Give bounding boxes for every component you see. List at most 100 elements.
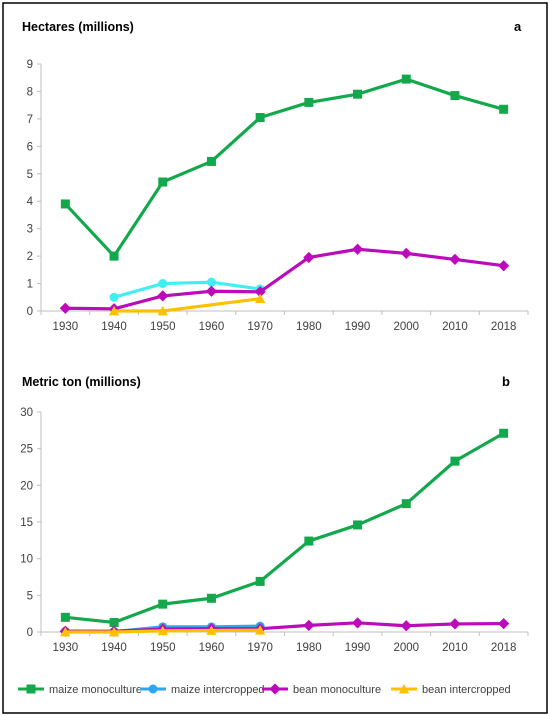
panel-b-y-tick-label: 10 [20, 554, 33, 566]
panel-a-point-maize-monoculture [206, 156, 216, 166]
panel-b-point-maize-monoculture [206, 593, 216, 603]
panel-b-y-tick-label: 20 [20, 480, 33, 492]
panel-a-point-maize-monoculture [255, 113, 265, 123]
panel-a-x-tick-label: 2018 [491, 321, 517, 333]
panel-b-point-maize-monoculture [60, 612, 70, 622]
panel-b-x-tick-label: 1970 [247, 642, 273, 654]
panel-a-y-tick-label: 6 [27, 141, 33, 153]
panel-b-point-bean-monoculture [303, 619, 315, 632]
panel-b-x-tick-label: 1950 [150, 642, 176, 654]
panel-a-y-tick-label: 1 [27, 279, 33, 291]
panel-b-y-tick-label: 15 [20, 517, 33, 529]
panel-b-plot: 0 5 10 15 20 25 30 1930 1940 1950 1960 1970 1980 1990… [20, 407, 529, 654]
panel-a-y-tick-label: 3 [27, 224, 33, 236]
panel-b-x-tick-label: 2018 [491, 642, 517, 654]
panel-a-title: Hectares (millions) [22, 20, 134, 34]
panel-a-y-tick-label: 4 [27, 196, 34, 208]
panel-a-point-maize-monoculture [304, 97, 314, 107]
panel-b-series-line-maize-monoculture [65, 431, 505, 625]
panel-a-point-maize-monoculture [401, 74, 411, 84]
panel-b-x-tick-label: 1960 [199, 642, 225, 654]
panel-b-point-maize-monoculture [304, 536, 314, 546]
panel-b-point-bean-monoculture [400, 620, 412, 632]
legend-label-bean-monoculture: bean monoculture [293, 684, 381, 696]
panel-a-point-maize-monoculture [353, 89, 363, 99]
panel-a-x-tick-label: 2010 [442, 321, 468, 333]
legend-label-maize-intercropped: maize intercropped [171, 684, 265, 696]
panel-a-plot: 0 1 2 3 4 5 6 7 8 9 1930 1940 1950 1960 1970 1980 1990 20… [27, 59, 529, 333]
panel-b-point-bean-monoculture [498, 617, 510, 630]
panel-b-point-bean-intercropped [60, 626, 71, 637]
panel-a-point-maize-intercropped [206, 277, 216, 287]
panel-a-series-line-bean-monoculture [65, 247, 504, 311]
legend-marker-bean-monoculture [269, 683, 281, 695]
legend-marker-maize-intercropped [148, 684, 158, 694]
panel-a-y-tick-label: 2 [27, 251, 33, 263]
panel-a-point-bean-monoculture [254, 286, 266, 298]
panel-b-point-bean-intercropped [254, 624, 266, 635]
panel-b-point-maize-monoculture [158, 599, 168, 609]
panel-a-y-tick-label: 7 [27, 114, 33, 126]
legend-marker-bean-intercropped [398, 683, 410, 694]
panel-b-point-bean-intercropped [206, 625, 217, 635]
panel-a-point-maize-monoculture [60, 199, 70, 209]
panel-a-point-maize-monoculture [158, 177, 168, 187]
panel-b-x-tick-label: 1980 [296, 642, 322, 654]
panel-b-x-tick-label: 1930 [53, 642, 79, 654]
panel-a-point-bean-intercropped [254, 293, 266, 304]
panel-b-point-bean-intercropped [157, 625, 168, 636]
panel-b-x-tick-label: 2010 [442, 642, 468, 654]
panel-b-x-tick-label: 2000 [393, 642, 419, 654]
panel-b-y-tick-label: 25 [20, 444, 33, 456]
panel-a-point-bean-monoculture [303, 251, 315, 264]
panel-b-series-line-bean-monoculture [65, 621, 504, 633]
panel-a-x-tick-label: 1940 [101, 321, 127, 333]
panel-a-series-line-maize-intercropped [113, 280, 261, 299]
panel-a-y-tick-label: 5 [27, 169, 33, 181]
panel-a-point-maize-intercropped [158, 279, 168, 289]
panel-b-title: Metric ton (millions) [22, 375, 141, 389]
panel-a-x-tick-label: 1930 [53, 321, 79, 333]
legend: maize monoculture maize intercropped bean … [18, 683, 511, 696]
panel-b-y-tick-label: 30 [20, 407, 33, 419]
panel-a-point-bean-monoculture [449, 253, 461, 266]
panel-b-point-maize-monoculture [450, 456, 460, 466]
panel-a-x-tick-label: 1990 [345, 321, 371, 333]
panel-a-point-bean-monoculture [59, 302, 71, 314]
panel-a-point-bean-monoculture [400, 247, 412, 259]
panel-b-y-tick-label: 5 [27, 590, 33, 602]
legend-marker-maize-monoculture [26, 684, 36, 694]
panel-b-point-maize-monoculture [353, 520, 363, 530]
panel-b-point-bean-intercropped [108, 626, 120, 637]
panel-b-point-bean-monoculture [351, 617, 364, 629]
panel-a-x-tick-label: 2000 [393, 321, 419, 333]
panel-b-y-tick-label: 0 [27, 627, 33, 639]
panel-a-y-tick-label: 9 [27, 59, 33, 71]
panel-a-series-line-maize-monoculture [64, 77, 505, 258]
panel-a-point-bean-monoculture [351, 243, 364, 255]
panel-a-y-tick-label: 8 [27, 86, 33, 98]
panel-a-point-maize-monoculture [109, 251, 119, 261]
panel-a-point-bean-monoculture [498, 260, 510, 272]
panel-b-point-maize-monoculture [499, 428, 509, 438]
panel-b-point-maize-monoculture [255, 576, 265, 586]
panel-a-point-bean-intercropped [157, 305, 168, 316]
legend-label-bean-intercropped: bean intercropped [422, 684, 511, 696]
panel-a-point-maize-intercropped [109, 292, 119, 302]
panel-a-point-bean-monoculture [157, 290, 169, 302]
panel-a-x-tick-label: 1950 [150, 321, 176, 333]
panel-b-label: b [502, 374, 510, 389]
panel-a-x-tick-label: 1970 [247, 321, 273, 333]
panel-a-y-tick-label: 0 [27, 306, 33, 318]
panel-b-x-tick-label: 1990 [345, 642, 371, 654]
panel-a-point-maize-monoculture [499, 104, 509, 114]
panel-b-point-bean-monoculture [449, 618, 461, 630]
panel-a-label: a [514, 19, 522, 34]
panel-a-point-bean-intercropped [108, 305, 120, 316]
legend-label-maize-monoculture: maize monoculture [49, 684, 142, 696]
panel-a-x-tick-label: 1960 [199, 321, 225, 333]
panel-a-x-tick-label: 1980 [296, 321, 322, 333]
panel-b-point-maize-monoculture [109, 617, 119, 627]
